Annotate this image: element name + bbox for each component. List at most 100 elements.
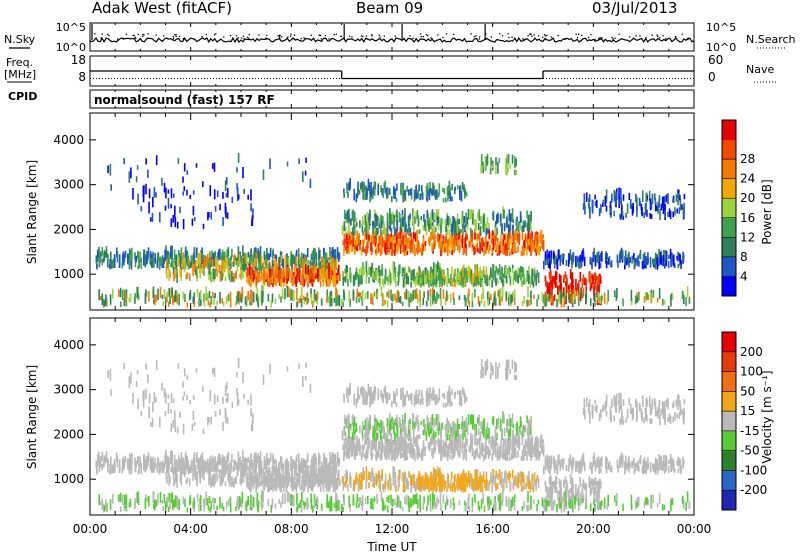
power-cell <box>121 262 123 269</box>
velocity-cell <box>134 463 137 473</box>
power-cell <box>379 248 382 256</box>
power-cell <box>466 235 468 240</box>
power-cell <box>481 220 484 229</box>
velocity-cell <box>258 465 260 474</box>
power-cell <box>263 265 265 275</box>
velocity-cell <box>193 468 196 478</box>
power-cell <box>620 198 622 204</box>
velocity-cell <box>146 456 148 462</box>
power-cell <box>278 260 280 271</box>
power-cell <box>99 296 102 301</box>
velocity-cell <box>354 444 356 455</box>
power-cell <box>606 297 609 305</box>
power-cell <box>420 215 423 221</box>
velocity-cell <box>266 469 269 479</box>
velocity-cell <box>307 485 309 493</box>
power-cell <box>423 214 425 222</box>
velocity-cell <box>343 438 346 445</box>
velocity-cell <box>276 476 278 489</box>
velocity-cell <box>232 466 235 472</box>
velocity-cell <box>541 440 543 448</box>
velocity-cell <box>404 434 406 446</box>
velocity-cell <box>144 468 147 473</box>
velocity-cell <box>327 481 329 488</box>
power-cell <box>536 270 539 275</box>
power-cell <box>373 188 376 196</box>
power-cell <box>143 255 145 266</box>
power-cell <box>409 241 412 253</box>
power-cell <box>544 251 547 261</box>
power-cell <box>188 273 191 281</box>
power-cell <box>443 274 445 280</box>
power-cell <box>295 275 297 287</box>
power-cell <box>636 212 638 217</box>
power-cell <box>291 289 293 301</box>
power-cell <box>549 290 552 299</box>
power-cell <box>252 208 254 219</box>
velocity-cell <box>166 462 169 474</box>
velocity-cell <box>252 484 255 490</box>
velocity-cell <box>180 452 183 464</box>
velocity-cell <box>465 438 467 445</box>
velocity-cell <box>444 424 446 431</box>
power-cell <box>429 288 432 297</box>
power-cell <box>505 163 507 174</box>
power-cell <box>454 220 457 229</box>
power-cell <box>552 275 555 282</box>
power-cell <box>598 278 600 286</box>
velocity-cell <box>420 452 422 458</box>
power-cell <box>386 187 389 199</box>
power-cell <box>439 275 441 285</box>
power-cell <box>156 258 159 268</box>
velocity-cell <box>512 449 515 458</box>
power-cell <box>396 219 398 232</box>
power-cell <box>213 277 215 282</box>
velocity-cell <box>274 479 277 484</box>
velocity-cell <box>162 462 165 473</box>
power-cell <box>109 294 112 305</box>
power-cell <box>642 254 645 262</box>
velocity-cell <box>362 435 364 441</box>
power-cell <box>145 183 147 195</box>
power-cell <box>168 252 170 264</box>
velocity-cell <box>476 447 478 457</box>
velocity-cell <box>208 464 211 474</box>
velocity-cell <box>474 449 477 454</box>
power-cell <box>267 294 270 302</box>
power-cell <box>559 292 561 304</box>
power-cell <box>271 265 273 277</box>
power-cell <box>347 192 349 198</box>
power-cell <box>394 293 396 301</box>
power-cell <box>349 231 351 236</box>
power-cell <box>427 189 429 197</box>
power-cell <box>255 252 258 264</box>
power-cell <box>497 214 500 219</box>
velocity-cell <box>530 416 532 427</box>
velocity-cell <box>485 440 487 449</box>
power-cell <box>558 285 560 290</box>
power-cell <box>512 234 515 245</box>
velocity-cell <box>101 463 103 471</box>
power-cell <box>263 275 265 283</box>
power-cell <box>649 198 652 211</box>
velocity-cell <box>381 447 383 460</box>
power-cell <box>211 163 214 169</box>
velocity-cell <box>500 439 502 444</box>
power-cell <box>410 281 412 288</box>
power-cell <box>372 221 374 227</box>
velocity-cell <box>393 454 396 461</box>
power-cell <box>401 209 404 219</box>
power-cell <box>542 242 545 252</box>
power-cell <box>219 253 222 261</box>
power-cell <box>451 237 454 244</box>
power-cell <box>659 208 661 221</box>
power-cell <box>609 262 612 268</box>
velocity-cell <box>409 432 412 438</box>
power-cell <box>170 262 172 268</box>
velocity-cell <box>330 458 332 464</box>
velocity-cell <box>528 451 531 457</box>
power-cell <box>176 295 179 305</box>
power-cell <box>170 245 172 257</box>
velocity-cell <box>505 443 507 451</box>
power-cell <box>233 254 236 265</box>
